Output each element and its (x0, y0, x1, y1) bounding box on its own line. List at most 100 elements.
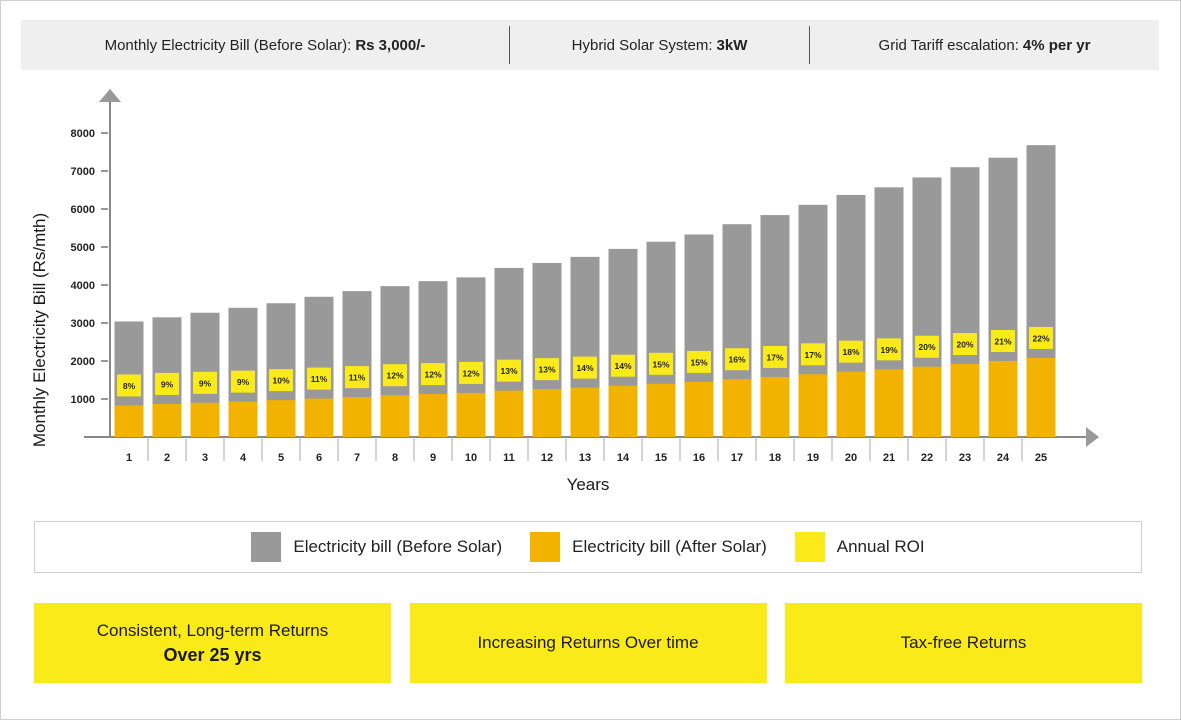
bar-after-solar (798, 374, 828, 437)
roi-label: 13% (500, 366, 517, 376)
legend-swatch-annual-roi (794, 532, 825, 562)
roi-label-box (953, 333, 977, 356)
benefit-cards: Consistent, Long-term Returns Over 25 yr… (34, 603, 1142, 683)
bar-after-solar (760, 376, 790, 437)
legend-swatch-before-solar (251, 532, 282, 562)
bar-after-solar (494, 390, 524, 437)
bar-after-solar (646, 383, 676, 437)
roi-label-box (611, 354, 635, 377)
roi-label-box (383, 364, 407, 387)
legend-label-before-solar: Electricity bill (Before Solar) (293, 537, 503, 556)
benefit-card-long-term: Consistent, Long-term Returns Over 25 yr… (34, 603, 391, 683)
x-tick-label: 5 (278, 452, 284, 464)
roi-label: 18% (842, 347, 859, 357)
y-tick-label: 3000 (71, 318, 95, 330)
x-tick-label: 4 (240, 452, 247, 464)
info-monthly-bill-label: Monthly Electricity Bill (Before Solar): (104, 36, 352, 54)
roi-label: 11% (311, 374, 328, 384)
legend-label-annual-roi: Annual ROI (836, 537, 925, 556)
roi-label-box (1029, 326, 1053, 349)
info-system-size: Hybrid Solar System: 3kW (510, 20, 809, 70)
bar-after-solar (266, 400, 296, 437)
bar-after-solar (950, 364, 980, 437)
bar-after-solar (684, 381, 714, 437)
roi-label-box (307, 367, 331, 390)
bar-after-solar (912, 366, 942, 437)
roi-label-box (193, 371, 217, 394)
roi-label-box (269, 369, 293, 392)
roi-label-box (117, 374, 141, 397)
roi-label: 21% (994, 337, 1011, 347)
roi-label-box (991, 330, 1015, 352)
info-bar: Monthly Electricity Bill (Before Solar):… (21, 20, 1159, 70)
x-axis-title: Years (567, 475, 610, 494)
roi-label-box (915, 335, 939, 358)
benefit-card-tax-free: Tax-free Returns (785, 603, 1142, 683)
bill-chart: 1000 2000 3000 4000 5000 6000 7000 8000 Monthly … (30, 89, 1099, 494)
x-tick-label: 2 (164, 452, 170, 464)
roi-label-box (839, 340, 863, 363)
x-tick-label: 8 (392, 452, 398, 464)
benefit-card-subtitle: Over 25 yrs (163, 644, 262, 665)
roi-label-box (345, 366, 369, 389)
x-tick-label: 12 (541, 452, 553, 464)
x-tick-label: 25 (1035, 452, 1047, 464)
roi-label-box (877, 338, 901, 361)
roi-label-box (497, 359, 521, 382)
roi-label: 11% (349, 373, 366, 383)
x-tick-label: 13 (579, 452, 591, 464)
bar-after-solar (874, 369, 904, 437)
bar-after-solar (190, 402, 220, 437)
x-tick-label: 24 (997, 452, 1010, 464)
benefit-card-title: Increasing Returns Over time (477, 633, 699, 652)
roi-label: 22% (1032, 333, 1049, 343)
bar-after-solar (304, 398, 334, 437)
roi-label: 17% (804, 350, 821, 360)
bar-after-solar (570, 387, 600, 437)
x-tick-label: 21 (883, 452, 895, 464)
x-tick-label: 17 (731, 452, 743, 464)
roi-label-box (231, 370, 255, 393)
bar-after-solar (836, 371, 866, 437)
info-divider (809, 26, 810, 64)
y-tick-label: 7000 (71, 166, 95, 178)
y-axis-title: Monthly Electricity Bill (Rs/mth) (30, 213, 49, 447)
x-tick-label: 14 (617, 452, 630, 464)
x-tick-label: 16 (693, 452, 705, 464)
roi-label-box (459, 361, 483, 384)
info-tariff-escalation-value: 4% per yr (1022, 36, 1091, 54)
roi-label-box (763, 345, 787, 368)
roi-label: 12% (424, 370, 441, 380)
x-tick-label: 10 (465, 452, 477, 464)
info-monthly-bill: Monthly Electricity Bill (Before Solar):… (21, 20, 509, 70)
legend-swatch-after-solar (530, 532, 561, 562)
y-tick-label: 6000 (71, 204, 95, 216)
roi-label: 10% (272, 376, 289, 386)
x-tick-label: 20 (845, 452, 857, 464)
y-tick-label: 2000 (71, 356, 95, 368)
legend-item-after-solar: Electricity bill (After Solar) (530, 532, 767, 562)
roi-label: 12% (462, 368, 479, 378)
roi-label: 8% (123, 381, 136, 391)
info-monthly-bill-value: Rs 3,000/- (355, 36, 426, 54)
info-system-size-value: 3kW (716, 36, 748, 54)
roi-label: 15% (652, 359, 669, 369)
roi-label: 17% (766, 352, 783, 362)
bar-after-solar (456, 392, 486, 437)
roi-label-box (573, 356, 597, 379)
bar-after-solar (114, 405, 144, 437)
roi-label: 9% (237, 377, 250, 387)
roi-label-box (801, 343, 825, 366)
roi-label: 16% (728, 355, 745, 365)
x-tick-label: 6 (316, 452, 322, 464)
bar-after-solar (532, 389, 562, 437)
benefit-card-increasing: Increasing Returns Over time (409, 603, 767, 683)
y-tick-label: 5000 (71, 242, 95, 254)
x-tick-label: 9 (430, 452, 436, 464)
roi-label: 20% (918, 342, 935, 352)
y-axis-arrow-icon (99, 89, 121, 102)
roi-label-box (649, 352, 673, 375)
bar-after-solar (988, 361, 1018, 437)
roi-label-box (155, 372, 179, 395)
roi-label: 20% (956, 340, 973, 350)
